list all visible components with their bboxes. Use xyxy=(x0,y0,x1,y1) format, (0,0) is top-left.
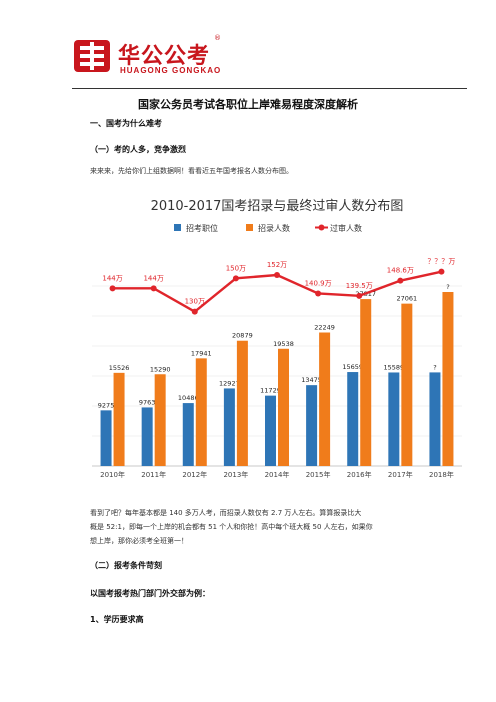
data-label: 9275 xyxy=(98,401,115,409)
document-title: 国家公务员考试各职位上岸难易程度深度解析 xyxy=(138,98,358,111)
line-point xyxy=(438,268,445,275)
data-label: 10486 xyxy=(178,394,199,402)
line-label: 144万 xyxy=(102,274,122,282)
brand-name-en: HUAGONG GONGKAO xyxy=(120,66,222,75)
line-point xyxy=(397,277,404,284)
bar xyxy=(388,372,400,466)
data-label: 9763 xyxy=(139,398,156,406)
bar xyxy=(360,299,372,466)
bar xyxy=(265,395,276,466)
bar xyxy=(113,372,125,466)
line-point xyxy=(232,275,239,282)
analysis-line: 看到了吧？每年基本都是 140 多万人考，而招录人数仅有 2.7 万人左右。算算… xyxy=(90,509,362,517)
tick-label: 2011年 xyxy=(141,470,166,479)
line-label: 144万 xyxy=(143,274,163,282)
bar xyxy=(278,348,289,466)
data-label: 15526 xyxy=(109,364,130,372)
data-label: 20879 xyxy=(232,332,253,340)
data-label: 22249 xyxy=(314,324,335,332)
bar xyxy=(182,403,194,466)
line-point xyxy=(191,308,198,315)
bar xyxy=(100,410,112,466)
tick-label: 2010年 xyxy=(100,470,125,479)
intro-paragraph: 来来来，先给你们上组数据啊！看看近五年国考报名人数分布图。 xyxy=(90,167,293,175)
tick-label: 2012年 xyxy=(182,470,207,479)
data-label: 11729 xyxy=(260,387,281,395)
subsection-heading: （二）报考条件苛刻 xyxy=(90,561,162,570)
bar xyxy=(347,372,359,466)
line-point xyxy=(150,285,157,292)
tick-label: 2017年 xyxy=(388,470,413,479)
line-label: 140.9万 xyxy=(305,280,332,288)
brand-name: 华公公考 xyxy=(118,44,211,69)
chart-legend: 招考职位 招录人数 过审人数 xyxy=(174,223,362,233)
data-label: 13475 xyxy=(301,376,322,384)
data-label: 19538 xyxy=(273,340,294,348)
bar xyxy=(442,292,454,466)
section-heading: 一、国考为什么难考 xyxy=(90,119,162,128)
legend-label: 过审人数 xyxy=(330,223,362,233)
tick-label: 2013年 xyxy=(223,470,248,479)
line-point xyxy=(356,292,363,299)
bar xyxy=(306,385,318,466)
data-label: ? xyxy=(433,363,436,371)
bar xyxy=(195,358,207,466)
data-label: 27061 xyxy=(396,295,417,303)
example-line: 以国考报考热门部门外交部为例： xyxy=(90,589,210,598)
header-divider xyxy=(72,88,467,89)
data-label: 17941 xyxy=(191,349,212,357)
subsection-heading: （一）考的人多，竞争激烈 xyxy=(90,145,186,154)
legend-label: 招考职位 xyxy=(186,223,218,233)
bar xyxy=(154,374,166,466)
line-label: 148.6万 xyxy=(387,267,414,275)
bar xyxy=(319,332,331,466)
bar xyxy=(401,303,413,466)
bar xyxy=(429,372,441,466)
chart: 2010-2017国考招录与最终过审人数分布图 招考职位 招录人数 过审人数 927… xyxy=(92,198,462,479)
data-label: 15659 xyxy=(342,363,363,371)
analysis-line: 想上岸，那你必须考全班第一！ xyxy=(90,537,188,545)
line-point xyxy=(109,285,116,292)
tick-label: 2015年 xyxy=(306,470,331,479)
line-point xyxy=(274,272,280,278)
line-label: ？？？万 xyxy=(427,258,455,266)
line-label: 130万 xyxy=(185,298,205,306)
data-label: 15290 xyxy=(150,365,171,373)
line-label: 139.5万 xyxy=(346,282,373,290)
legend-swatch xyxy=(246,224,253,231)
line-label: 152万 xyxy=(267,261,287,269)
data-label: 15589 xyxy=(383,363,404,371)
bar xyxy=(236,340,248,466)
analysis-line: 概是 52:1，即每一个上岸的机会都有 51 个人和你抢！高中每个班大概 50 … xyxy=(90,523,373,531)
chart-title: 2010-2017国考招录与最终过审人数分布图 xyxy=(151,198,404,214)
legend-label: 招录人数 xyxy=(258,223,290,233)
bar xyxy=(223,388,235,466)
data-label: ? xyxy=(446,283,449,291)
tick-label: 2014年 xyxy=(265,470,290,479)
line-point xyxy=(315,290,322,297)
legend-swatch xyxy=(318,224,325,231)
bar xyxy=(141,407,153,466)
list-item: 1、学历要求高 xyxy=(90,615,144,624)
logo-icon xyxy=(74,40,110,72)
registered-mark: ® xyxy=(214,34,221,42)
line-label: 150万 xyxy=(226,264,246,272)
tick-label: 2018年 xyxy=(429,470,454,479)
legend-swatch xyxy=(174,224,181,231)
data-label: 12927 xyxy=(219,379,240,387)
tick-label: 2016年 xyxy=(347,470,372,479)
